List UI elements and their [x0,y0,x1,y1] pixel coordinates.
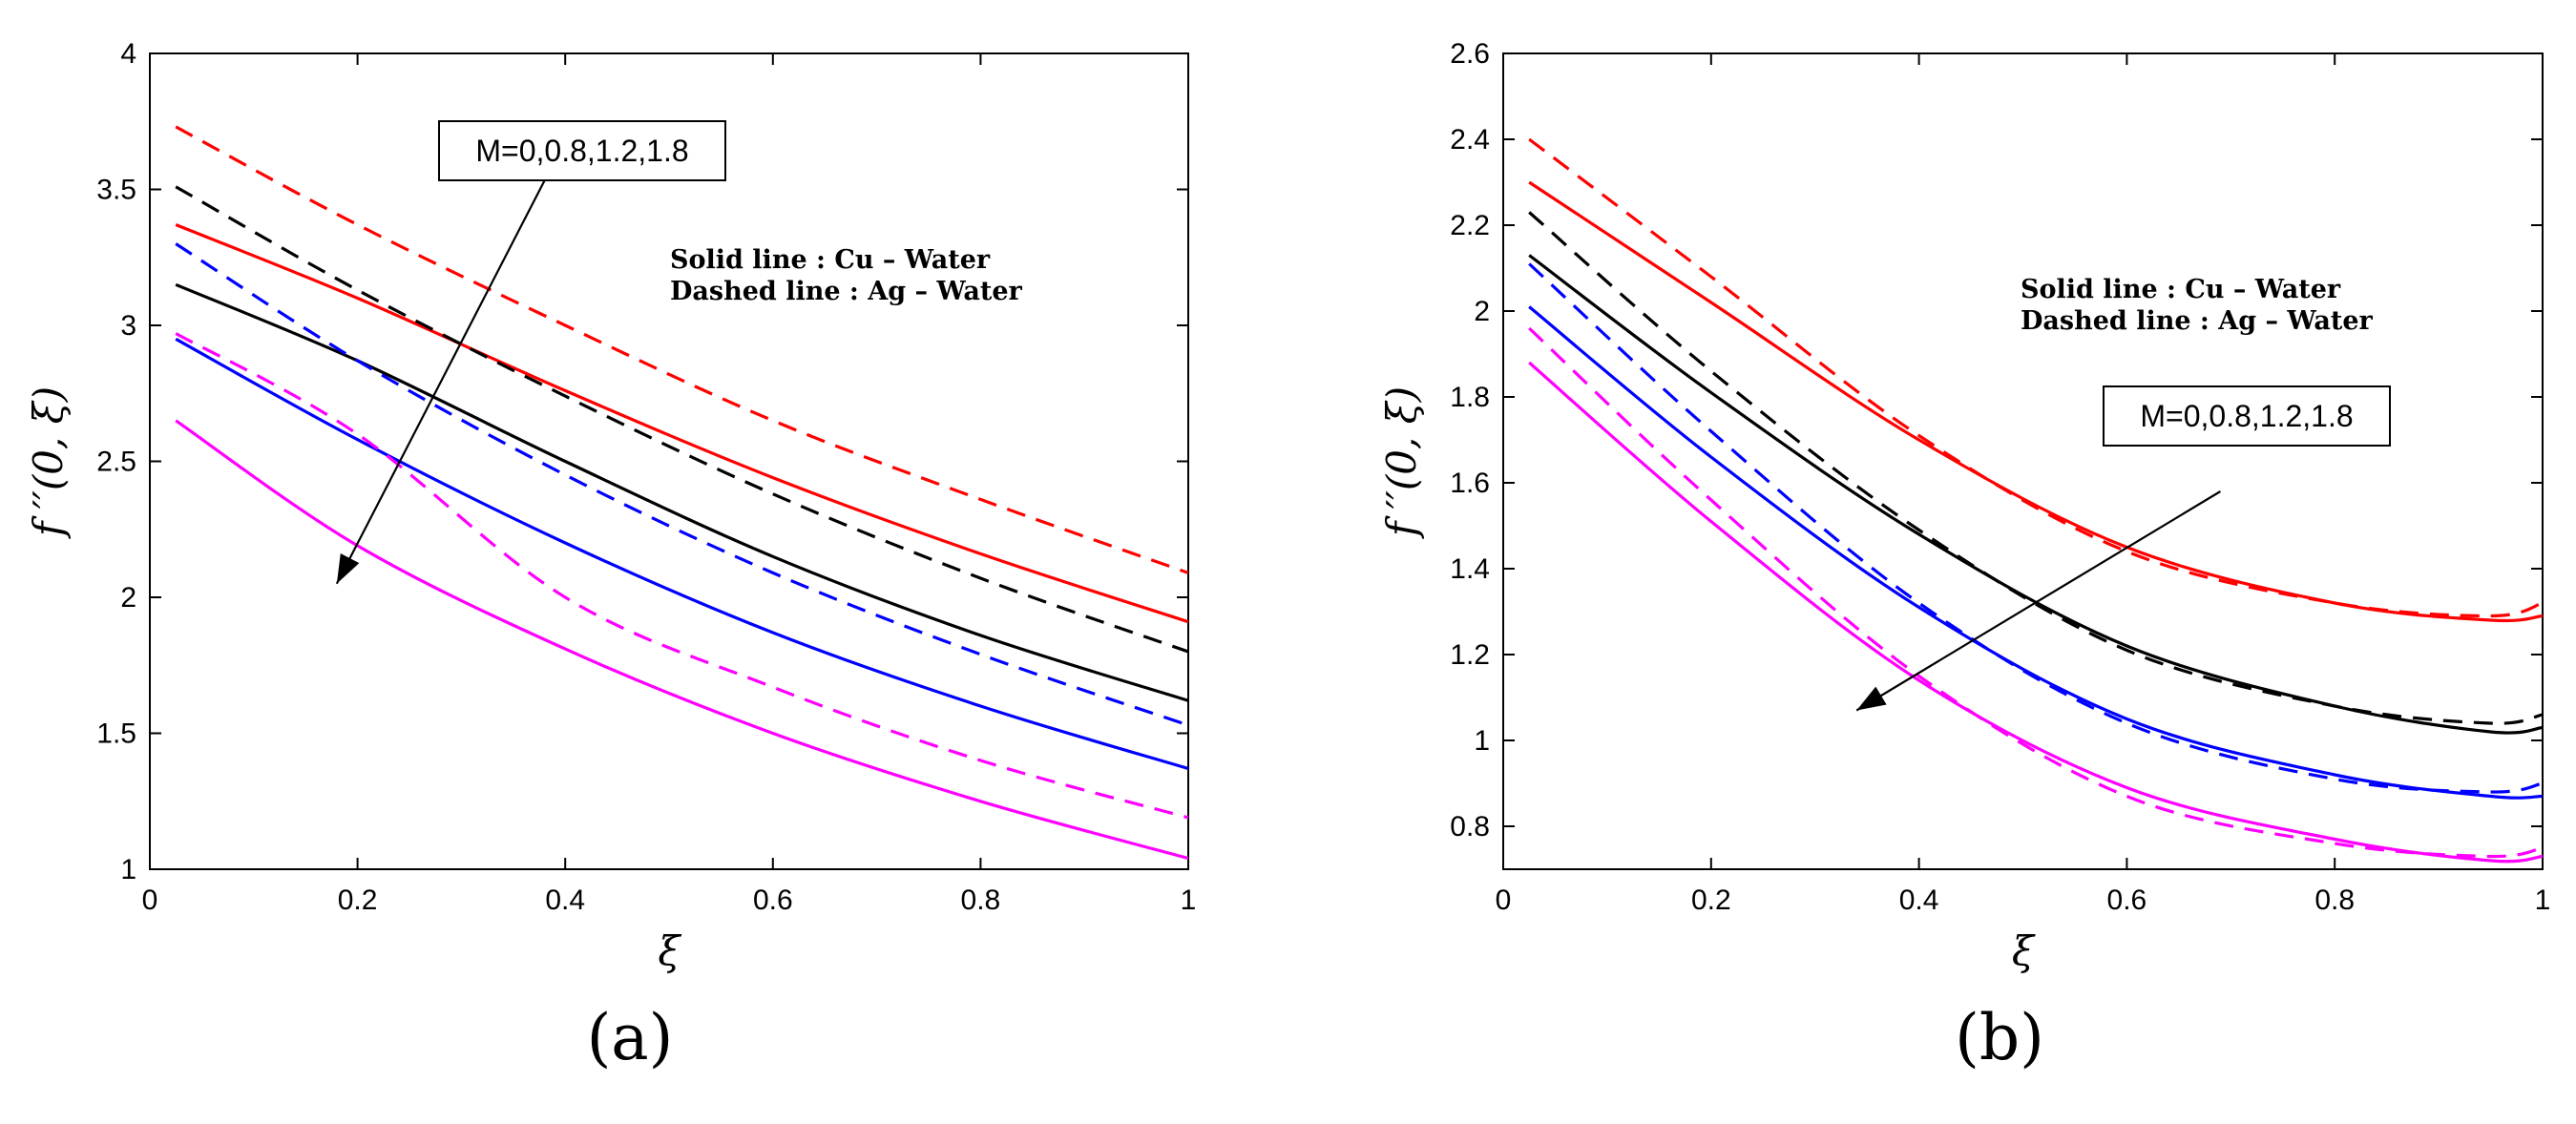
series-group [1528,137,2543,864]
series-line-cu-m-0-8 [1528,254,2543,735]
x-tick-label: 0.6 [753,885,793,916]
series-line-cu-m-0 [1528,180,2543,623]
annotation-arrow-head [1856,686,1887,711]
x-tick-label: 0.8 [961,885,1001,916]
annotation-label: M=0,0.8,1.2,1.8 [2140,399,2353,433]
chart-panel-a: 0 0.2 0.4 0.6 0.8 1 1 1.5 2 2.5 3 3.5 4 ξ f ′′(0, ξ) So… [25,38,1196,1074]
x-tick-label: 0 [142,885,158,916]
y-tick-label: 2.5 [96,447,136,478]
panel-label: (b) [1955,1001,2044,1074]
y-tick-label: 1.8 [1450,382,1490,413]
annotation-arrow-shaft [1855,490,2221,712]
x-axis-label: ξ [2012,927,2036,974]
series-line-cu-m-1-2 [175,337,1188,771]
y-tick-label: 1.5 [96,718,136,750]
legend-solid-line: Solid line : Cu – Water [2021,275,2341,304]
annotation-box [2103,385,2391,447]
x-tick-label: 0.4 [545,885,585,916]
y-tick-label: 1.4 [1450,553,1490,585]
legend-solid-line: Solid line : Cu – Water [670,245,991,275]
x-tick-label: 0.4 [1899,885,1939,916]
legend-dashed-line: Dashed line : Ag – Water [2021,306,2374,336]
x-tick-label: 0.2 [338,885,378,916]
x-tick-label: 0.8 [2314,885,2355,916]
plot-frame [1502,52,2544,870]
x-tick-label: 0.6 [2107,885,2147,916]
series-line-ag-m-0-8 [175,185,1188,654]
series-line-cu-m-1-8 [175,419,1188,861]
y-tick-label: 1 [1474,725,1490,757]
y-tick-label: 1.2 [1450,639,1490,671]
series-line-ag-m-1-2 [1528,262,2543,794]
y-tick-label: 2 [1474,296,1490,327]
annotation-label: M=0,0.8,1.2,1.8 [475,134,688,168]
annotation-box [438,120,726,181]
series-line-ag-m-0 [1528,137,2543,618]
y-tick-label: 3.5 [96,175,136,206]
x-tick-label: 0.2 [1691,885,1731,916]
x-tick-label: 0 [1496,885,1512,916]
annotation-arrow-head [336,553,360,584]
x-axis-label: ξ [658,927,681,974]
y-tick-label: 2.2 [1450,210,1490,241]
y-tick-label: 0.8 [1450,811,1490,843]
y-tick-label: 1 [120,854,136,885]
annotation-arrow-shaft [335,139,567,585]
x-tick-label: 1 [1181,885,1197,916]
x-tick-label: 1 [2535,885,2551,916]
series-group [175,125,1188,861]
series-line-cu-m-0-8 [175,282,1188,702]
y-tick-label: 2 [120,582,136,614]
y-axis-label: f ′′(0, ξ) [1378,386,1425,539]
y-tick-label: 1.6 [1450,468,1490,499]
series-line-cu-m-0 [175,223,1188,624]
series-line-ag-m-1-8 [1528,326,2543,859]
y-axis-label: f ′′(0, ξ) [25,386,72,539]
series-line-ag-m-1-2 [175,242,1188,727]
panel-label: (a) [587,1001,674,1074]
series-line-ag-m-0 [175,125,1188,574]
y-tick-label: 2.6 [1450,38,1490,70]
chart-panel-b: 0 0.2 0.4 0.6 0.8 1 0.8 1 1.2 1.4 1.6 1.8 2 2.2 2.4 2.6… [1378,38,2550,1074]
y-tick-label: 4 [120,38,136,70]
series-line-cu-m-1-2 [1528,305,2543,800]
y-tick-label: 2.4 [1450,124,1490,156]
legend-dashed-line: Dashed line : Ag – Water [670,277,1023,306]
series-line-ag-m-0-8 [1528,211,2543,725]
series-line-ag-m-1-8 [175,332,1188,820]
y-tick-label: 3 [120,310,136,342]
